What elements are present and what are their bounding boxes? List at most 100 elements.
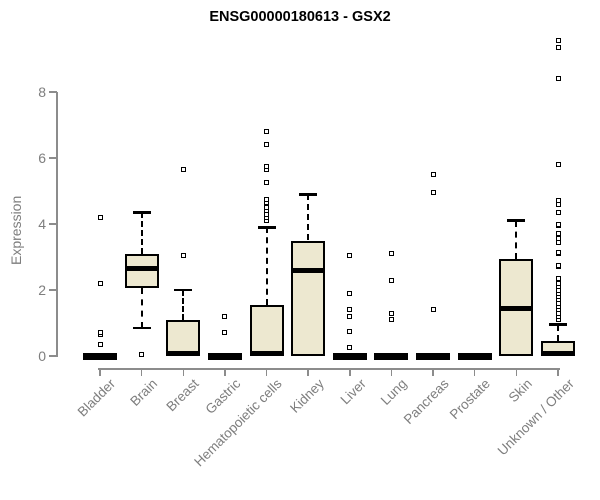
whisker-line-upper-kidney bbox=[307, 194, 310, 241]
outlier-bladder bbox=[97, 214, 103, 220]
y-tick bbox=[49, 355, 57, 357]
outlier-unknown-other bbox=[555, 198, 561, 204]
y-tick bbox=[49, 91, 57, 93]
y-tick bbox=[49, 157, 57, 159]
outlier-unknown-other bbox=[555, 76, 561, 82]
x-tick-label-lung: Lung bbox=[378, 376, 411, 408]
whisker-cap-upper-kidney bbox=[299, 193, 318, 196]
median-line-skin bbox=[499, 305, 534, 311]
y-tick-label-8: 8 bbox=[38, 84, 46, 100]
whisker-cap-upper-brain bbox=[132, 211, 151, 214]
outlier-lung bbox=[388, 277, 394, 283]
x-tick bbox=[224, 368, 226, 376]
outlier-brain bbox=[139, 351, 145, 357]
x-tick bbox=[473, 368, 476, 376]
outlier-hematopoietic-cells bbox=[264, 180, 270, 186]
box-lung bbox=[374, 352, 409, 360]
outlier-liver bbox=[347, 313, 353, 319]
outlier-hematopoietic-cells bbox=[264, 129, 270, 135]
outlier-lung bbox=[388, 317, 394, 323]
x-tick-label-kidney: Kidney bbox=[286, 376, 327, 416]
outlier-liver bbox=[347, 290, 353, 296]
outlier-unknown-other bbox=[555, 231, 561, 237]
x-axis-line bbox=[98, 368, 560, 370]
outlier-liver bbox=[347, 307, 353, 313]
outlier-gastric bbox=[222, 330, 228, 336]
x-tick-label-bladder: Bladder bbox=[75, 376, 119, 420]
x-tick bbox=[390, 368, 393, 376]
outlier-bladder bbox=[97, 329, 103, 335]
x-tick bbox=[515, 368, 518, 376]
x-tick-label-pancreas: Pancreas bbox=[400, 376, 452, 427]
outlier-unknown-other bbox=[555, 209, 561, 215]
x-tick-label-brain: Brain bbox=[127, 376, 161, 409]
outlier-hematopoietic-cells bbox=[264, 196, 270, 202]
x-tick bbox=[140, 368, 143, 376]
outlier-hematopoietic-cells bbox=[264, 163, 270, 169]
outlier-bladder bbox=[97, 280, 103, 286]
whisker-line-upper-breast bbox=[182, 290, 185, 320]
whisker-line-upper-unknown-other bbox=[557, 324, 559, 342]
x-tick-label-breast: Breast bbox=[163, 376, 202, 415]
x-tick bbox=[182, 368, 185, 376]
x-tick bbox=[99, 368, 101, 376]
x-tick bbox=[307, 368, 309, 376]
whisker-line-upper-hematopoietic-cells bbox=[265, 227, 268, 305]
outlier-unknown-other bbox=[555, 262, 561, 268]
outlier-unknown-other bbox=[555, 221, 561, 227]
outlier-lung bbox=[388, 310, 394, 316]
box-liver bbox=[332, 352, 367, 360]
outlier-gastric bbox=[222, 313, 228, 319]
whisker-cap-upper-breast bbox=[174, 288, 193, 292]
y-tick-label-4: 4 bbox=[38, 216, 46, 232]
outlier-breast bbox=[180, 252, 186, 258]
box-pancreas bbox=[416, 352, 451, 360]
whisker-cap-upper-unknown-other bbox=[549, 323, 567, 326]
y-tick bbox=[49, 223, 57, 225]
outlier-bladder bbox=[97, 341, 103, 347]
x-tick-label-prostate: Prostate bbox=[447, 376, 494, 423]
outlier-unknown-other bbox=[555, 236, 561, 242]
box-prostate bbox=[457, 352, 492, 360]
x-tick bbox=[265, 368, 268, 376]
y-tick-label-0: 0 bbox=[38, 348, 46, 364]
box-gastric bbox=[207, 352, 242, 360]
y-tick-label-6: 6 bbox=[38, 150, 46, 166]
outlier-liver bbox=[347, 328, 353, 334]
whisker-line-upper-skin bbox=[515, 220, 518, 259]
outlier-liver bbox=[347, 252, 353, 258]
x-tick bbox=[349, 368, 351, 376]
median-line-hematopoietic-cells bbox=[249, 351, 284, 356]
whisker-line-lower-brain bbox=[140, 288, 143, 328]
median-line-unknown-other bbox=[541, 351, 575, 356]
chart-title: ENSG00000180613 - GSX2 bbox=[209, 9, 391, 25]
whisker-cap-lower-brain bbox=[132, 326, 151, 330]
box-bladder bbox=[83, 352, 117, 360]
outlier-unknown-other bbox=[555, 162, 561, 168]
x-tick bbox=[557, 368, 559, 376]
outlier-unknown-other bbox=[555, 280, 561, 286]
box-hematopoietic-cells bbox=[249, 304, 284, 356]
outlier-pancreas bbox=[430, 307, 436, 313]
y-tick bbox=[49, 289, 57, 291]
x-tick bbox=[432, 368, 434, 376]
median-line-breast bbox=[166, 351, 201, 356]
median-line-brain bbox=[124, 266, 159, 272]
outlier-breast bbox=[180, 167, 186, 173]
whisker-cap-upper-skin bbox=[507, 219, 526, 222]
x-tick-label-skin: Skin bbox=[505, 376, 535, 406]
outlier-liver bbox=[347, 345, 353, 351]
outlier-hematopoietic-cells bbox=[264, 205, 270, 210]
outlier-unknown-other bbox=[555, 249, 561, 255]
outlier-unknown-other bbox=[555, 44, 561, 50]
outlier-lung bbox=[388, 251, 394, 257]
x-tick-label-liver: Liver bbox=[337, 376, 369, 408]
outlier-unknown-other bbox=[555, 38, 561, 44]
x-tick-label-unknown-other: Unknown / Other bbox=[494, 376, 577, 459]
median-line-kidney bbox=[291, 267, 326, 273]
whisker-cap-upper-hematopoietic-cells bbox=[257, 226, 276, 229]
whisker-line-upper-brain bbox=[140, 212, 143, 254]
outlier-unknown-other bbox=[555, 275, 561, 281]
